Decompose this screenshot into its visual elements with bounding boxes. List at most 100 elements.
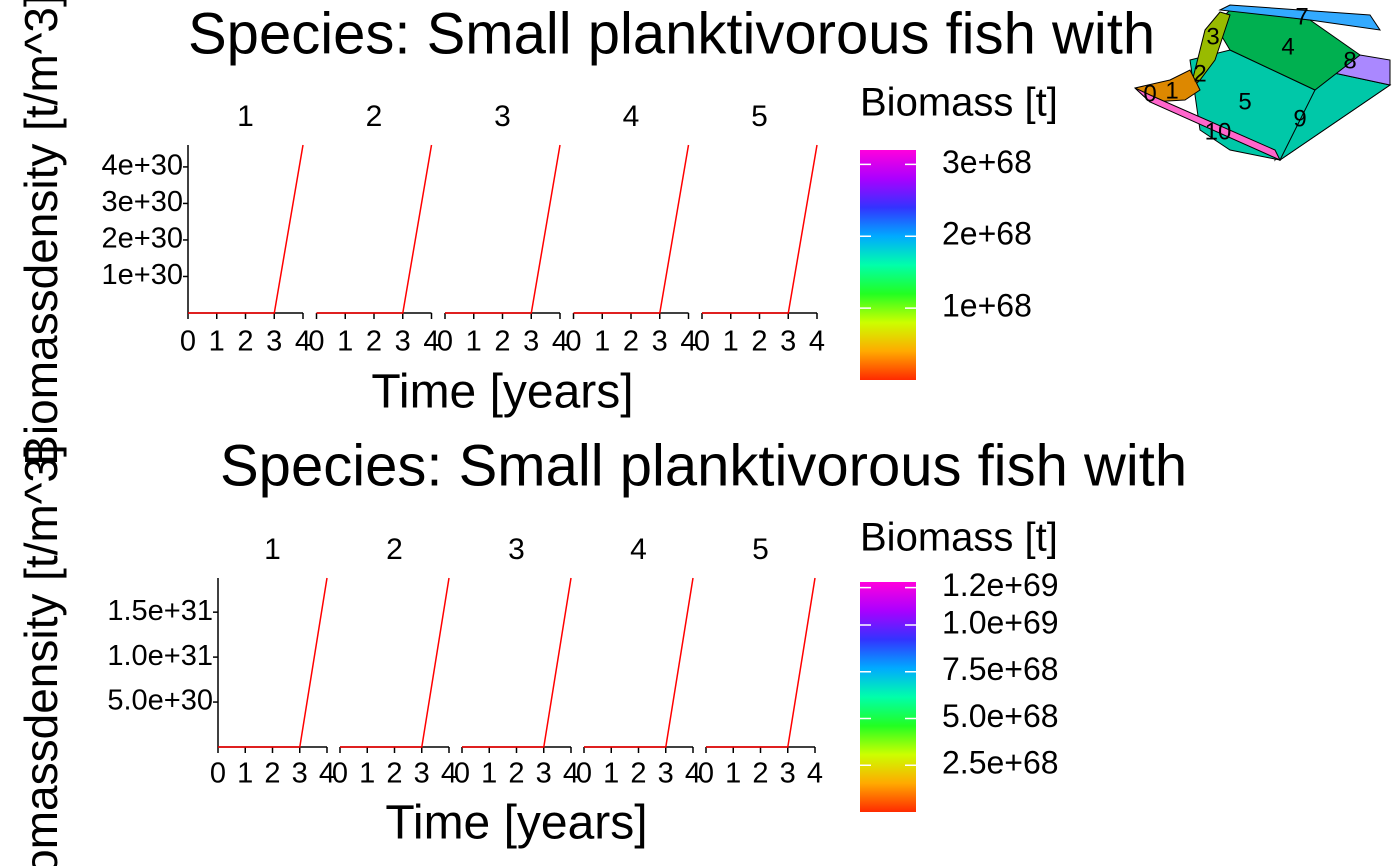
data-line — [462, 577, 572, 748]
map-region — [1218, 4, 1382, 31]
y-axis-label: Biomassdensity [t/m^3] — [15, 0, 67, 466]
x-tick-label: 4 — [295, 326, 311, 358]
map-region-label: 8 — [1343, 47, 1356, 74]
data-line — [706, 577, 816, 748]
facet-label: 2 — [386, 533, 403, 566]
y-tick-label: 3e+30 — [102, 186, 183, 218]
x-tick-label: 3 — [780, 326, 796, 358]
x-axis-label: Time [years] — [371, 366, 633, 419]
x-tick-label: 1 — [237, 758, 253, 790]
data-line — [702, 144, 818, 314]
x-tick-label: 2 — [237, 326, 253, 358]
x-tick-label: 1 — [359, 758, 375, 790]
x-tick-label: 3 — [523, 326, 539, 358]
data-line — [316, 144, 433, 314]
map-region-label: 7 — [1295, 3, 1308, 30]
x-tick-label: 0 — [576, 758, 592, 790]
facet-label: 3 — [508, 533, 525, 566]
map-inset: 0 123 4 5 7 8 9 10 — [1133, 3, 1392, 162]
x-tick-label: 3 — [652, 326, 668, 358]
x-tick-label: 2 — [623, 326, 639, 358]
colorbar — [860, 582, 916, 812]
x-tick-label: 3 — [780, 758, 796, 790]
map-region-label: 3 — [1206, 23, 1219, 50]
data-line — [573, 144, 690, 314]
x-tick-label: 2 — [494, 326, 510, 358]
x-tick-label: 0 — [565, 326, 581, 358]
map-region-label: 4 — [1281, 33, 1294, 60]
x-tick-label: 3 — [292, 758, 308, 790]
colorbar-tick-label: 1.0e+69 — [942, 604, 1059, 640]
map-region-label: 9 — [1293, 105, 1306, 132]
map-region-label: 1 — [1165, 77, 1178, 104]
y-tick-label: 1e+30 — [102, 259, 183, 291]
x-tick-label: 1 — [594, 326, 610, 358]
chart-title: Species: Small planktivorous fish with — [188, 1, 1155, 66]
map-region-label: 0 — [1143, 80, 1156, 107]
x-tick-label: 0 — [210, 758, 226, 790]
legend-title: Biomass [t] — [860, 516, 1058, 560]
data-line — [340, 577, 450, 748]
colorbar-tick-label: 7.5e+68 — [942, 651, 1059, 687]
y-axis-label: Biomassdensity [t/m^3] — [15, 444, 67, 866]
x-tick-label: 2 — [264, 758, 280, 790]
map-region-label: 10 — [1205, 118, 1232, 145]
x-tick-label: 0 — [437, 326, 453, 358]
x-tick-label: 3 — [395, 326, 411, 358]
x-tick-label: 0 — [332, 758, 348, 790]
colorbar-tick-label: 3e+68 — [942, 144, 1032, 180]
facet-label: 3 — [494, 100, 511, 133]
x-tick-label: 0 — [454, 758, 470, 790]
x-tick-label: 0 — [694, 326, 710, 358]
map-region-label: 5 — [1238, 88, 1251, 115]
x-tick-label: 2 — [366, 326, 382, 358]
x-tick-label: 0 — [180, 326, 196, 358]
x-tick-label: 2 — [508, 758, 524, 790]
legend-title: Biomass [t] — [860, 81, 1058, 125]
x-tick-label: 1 — [209, 326, 225, 358]
colorbar-tick-label: 1.2e+69 — [942, 567, 1059, 603]
x-tick-label: 3 — [414, 758, 430, 790]
facet-label: 1 — [237, 100, 254, 133]
x-tick-label: 1 — [723, 326, 739, 358]
colorbar-tick-label: 2.5e+68 — [942, 745, 1059, 781]
x-tick-label: 2 — [386, 758, 402, 790]
colorbar-tick-label: 2e+68 — [942, 216, 1032, 252]
facet-label: 4 — [630, 533, 647, 566]
x-tick-label: 0 — [698, 758, 714, 790]
x-tick-label: 3 — [658, 758, 674, 790]
x-tick-label: 2 — [752, 758, 768, 790]
x-axis-label: Time [years] — [385, 797, 647, 850]
x-tick-label: 2 — [630, 758, 646, 790]
y-tick-label: 5.0e+30 — [107, 685, 213, 717]
x-tick-label: 1 — [481, 758, 497, 790]
y-tick-label: 4e+30 — [102, 150, 183, 182]
data-line — [188, 144, 304, 314]
map-region-label: 2 — [1193, 60, 1206, 87]
x-tick-label: 4 — [441, 758, 457, 790]
x-tick-label: 4 — [423, 326, 439, 358]
map-region — [1134, 87, 1282, 162]
x-tick-label: 1 — [337, 326, 353, 358]
y-tick-label: 2e+30 — [102, 223, 183, 255]
data-line — [445, 144, 561, 314]
x-tick-label: 1 — [725, 758, 741, 790]
x-tick-label: 4 — [552, 326, 568, 358]
colorbar-tick-label: 5.0e+68 — [942, 698, 1059, 734]
data-line — [218, 577, 328, 748]
x-tick-label: 4 — [807, 758, 823, 790]
x-tick-label: 0 — [308, 326, 324, 358]
x-tick-label: 4 — [563, 758, 579, 790]
x-tick-label: 3 — [266, 326, 282, 358]
y-tick-label: 1.5e+31 — [107, 595, 213, 627]
facet-label: 5 — [752, 533, 769, 566]
facet-label: 2 — [366, 100, 383, 133]
x-tick-label: 1 — [466, 326, 482, 358]
facet-label: 4 — [623, 100, 640, 133]
facet-label: 5 — [751, 100, 768, 133]
x-tick-label: 2 — [751, 326, 767, 358]
x-tick-label: 3 — [536, 758, 552, 790]
chart-title: Species: Small planktivorous fish with — [220, 433, 1187, 498]
